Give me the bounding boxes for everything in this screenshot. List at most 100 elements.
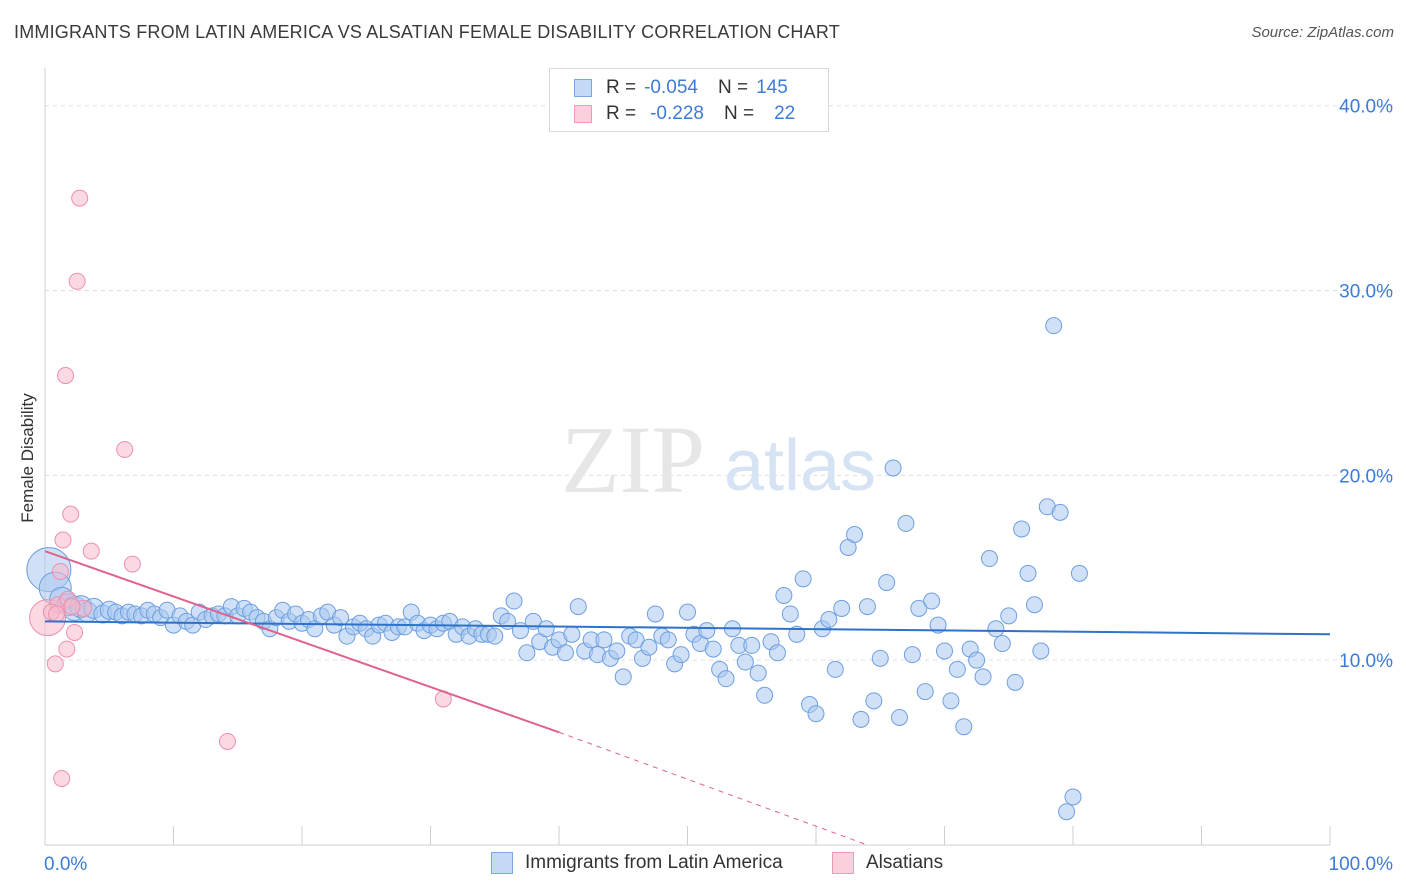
data-point-latin-america (1032, 642, 1050, 660)
source-label: Source: ZipAtlas.com (1251, 24, 1394, 41)
data-point-latin-america (974, 668, 992, 686)
watermark-atlas: atlas (724, 426, 876, 506)
data-point-latin-america (698, 622, 716, 640)
gridlines (45, 105, 1395, 661)
data-point-alsatian (58, 640, 76, 658)
data-point-latin-america (1064, 788, 1082, 806)
data-point-latin-america (1045, 317, 1063, 335)
data-point-latin-america (646, 605, 664, 623)
data-point-latin-america (1006, 673, 1024, 691)
legend-swatch-pink (574, 105, 592, 123)
data-point-latin-america (1070, 564, 1088, 582)
data-point-latin-america (627, 631, 645, 649)
legend-r-value: -0.228 (650, 103, 704, 124)
trend-line-alsatian-extension (558, 731, 868, 846)
zipatlas-watermark: ZIP atlas (561, 406, 876, 513)
bottom-legend-swatch-pink (832, 852, 854, 874)
y-tick-label: 10.0% (1339, 651, 1393, 672)
data-point-alsatian (123, 555, 141, 573)
data-point-latin-america (897, 514, 915, 532)
data-point-latin-america (980, 550, 998, 568)
data-point-latin-america (878, 574, 896, 592)
data-point-latin-america (910, 599, 928, 617)
bottom-legend-blue: Immigrants from Latin America (491, 852, 783, 874)
data-point-latin-america (749, 664, 767, 682)
legend-row-blue: R = -0.054 N = 145 (574, 77, 788, 99)
data-point-alsatian (53, 769, 71, 787)
tick-labels: 10.0% 20.0% 30.0% 40.0% 0.0% 100.0% (44, 97, 1393, 875)
data-point-latin-america (518, 644, 536, 662)
data-point-alsatian (71, 189, 89, 207)
data-point-latin-america (608, 642, 626, 660)
data-point-latin-america (871, 649, 889, 667)
data-point-latin-america (852, 710, 870, 728)
y-tick-label: 30.0% (1339, 282, 1393, 303)
legend-n-label: N = (723, 103, 755, 124)
y-axis-label: Female Disability (18, 393, 37, 523)
data-point-alsatian (218, 733, 236, 751)
data-point-latin-america (846, 526, 864, 544)
chart-title: IMMIGRANTS FROM LATIN AMERICA VS ALSATIA… (14, 22, 840, 42)
data-point-latin-america (659, 631, 677, 649)
y-tick-label: 20.0% (1339, 466, 1393, 487)
data-point-latin-america (807, 705, 825, 723)
data-point-latin-america (820, 611, 838, 629)
data-point-latin-america (788, 625, 806, 643)
data-point-latin-america (768, 644, 786, 662)
data-point-latin-america (486, 627, 504, 645)
data-point-latin-america (942, 692, 960, 710)
data-point-alsatian (54, 531, 72, 549)
data-point-latin-america (717, 670, 735, 688)
data-point-latin-america (595, 631, 613, 649)
data-point-latin-america (833, 599, 851, 617)
data-point-latin-america (640, 638, 658, 656)
data-point-latin-america (781, 605, 799, 623)
data-point-alsatian (51, 562, 69, 580)
watermark-zip: ZIP (561, 406, 705, 513)
legend-n-value: 22 (774, 103, 796, 124)
trend-lines (44, 550, 1331, 846)
data-point-latin-america (955, 718, 973, 736)
data-point-latin-america (891, 708, 909, 726)
data-point-latin-america (1019, 564, 1037, 582)
data-point-latin-america (858, 598, 876, 616)
data-point-alsatian (63, 598, 81, 616)
legend-n-value: 145 (756, 77, 788, 98)
data-point-alsatian (46, 655, 64, 673)
data-point-latin-america (672, 646, 690, 664)
data-point-alsatian (62, 505, 80, 523)
data-point-latin-america (903, 646, 921, 664)
data-point-latin-america (929, 616, 947, 634)
data-point-latin-america (569, 598, 587, 616)
trend-line-latin-america (44, 620, 1331, 636)
trend-line-alsatian (44, 550, 560, 734)
data-point-latin-america (332, 609, 350, 627)
data-point-latin-america (1013, 520, 1031, 538)
data-point-latin-america (556, 644, 574, 662)
bottom-legend-swatch-blue (491, 852, 513, 874)
data-point-latin-america (1025, 596, 1043, 614)
data-point-latin-america (775, 586, 793, 604)
bottom-legend-label-pink: Alsatians (866, 852, 944, 873)
data-points (26, 189, 1088, 821)
legend-r-label: R = (606, 77, 637, 98)
correlation-legend: R = -0.054 N = 145 R = -0.228 N = 22 (549, 68, 829, 132)
data-point-latin-america (865, 692, 883, 710)
data-point-latin-america (884, 459, 902, 477)
data-point-alsatian (82, 542, 100, 560)
data-point-latin-america (563, 625, 581, 643)
data-point-latin-america (704, 640, 722, 658)
data-point-latin-america (948, 660, 966, 678)
data-point-latin-america (537, 620, 555, 638)
data-point-alsatian (57, 367, 75, 385)
data-point-latin-america (936, 642, 953, 660)
bottom-legend-pink: Alsatians (832, 852, 943, 874)
data-point-alsatian (48, 605, 66, 623)
x-tick-label: 0.0% (44, 854, 87, 875)
legend-r-value: -0.054 (644, 77, 698, 98)
data-point-latin-america (1000, 607, 1018, 625)
data-point-latin-america (505, 592, 523, 610)
data-point-latin-america (794, 570, 812, 588)
y-tick-label: 40.0% (1339, 97, 1393, 118)
